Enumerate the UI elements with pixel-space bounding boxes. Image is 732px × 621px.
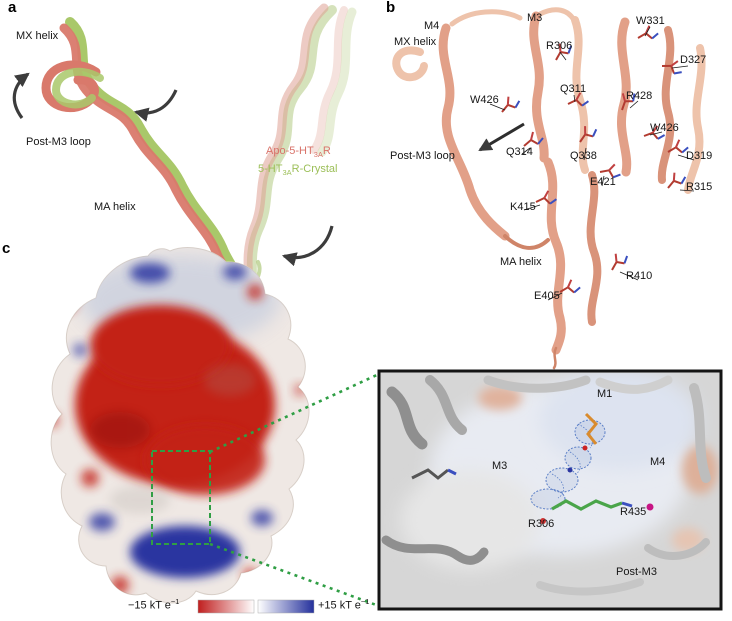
- label-post-m3-loop-b: Post-M3 loop: [390, 150, 455, 162]
- ligand-orange-sticks: [584, 412, 599, 445]
- inset-dark-sticks: [411, 468, 449, 480]
- label-w426-right: W426: [650, 122, 679, 134]
- r435-marker-dot: [646, 503, 654, 511]
- inset-dark-sticks-tip: [447, 468, 457, 476]
- r306-green-sticks: [551, 499, 623, 511]
- legend-5ht3ar-crystal: 5-HT3AR-Crystal: [258, 163, 338, 178]
- zoom-connector-lines: [209, 372, 380, 608]
- label-post-m3-loop-a: Post-M3 loop: [26, 136, 91, 148]
- panel-a-structure: [41, 3, 357, 318]
- label-mx-helix-a: MX helix: [16, 30, 59, 42]
- label-q311: Q311: [560, 83, 587, 95]
- label-d327: D327: [680, 54, 707, 66]
- panel-c-letter: c: [2, 240, 11, 257]
- label-r435-inset: R435: [620, 506, 647, 518]
- label-r306-b: R306: [546, 40, 573, 52]
- label-m3-inset: M3: [492, 460, 508, 472]
- ligand-oxygen-atom: [582, 445, 588, 451]
- label-k415: K415: [510, 201, 536, 213]
- label-e405: E405: [534, 290, 560, 302]
- panel-b-letter: b: [386, 0, 396, 16]
- label-m3: M3: [527, 12, 543, 24]
- label-r315: R315: [686, 181, 713, 193]
- label-q338: Q338: [570, 150, 597, 162]
- panel-b-structure: [392, 7, 706, 370]
- r306-marker-dot: [540, 518, 546, 524]
- label-post-m3-inset: Post-M3: [616, 566, 657, 578]
- ligand-nitrogen-atom: [567, 467, 573, 473]
- electrostatic-scale-bar: [197, 599, 315, 614]
- zoom-region-box: [151, 450, 211, 545]
- panel-a-letter: a: [8, 0, 17, 16]
- panel-b-post-m3-arrow: [478, 122, 525, 152]
- label-r306-inset: R306: [528, 518, 555, 530]
- inset-panel: [377, 369, 723, 611]
- label-r410: R410: [626, 270, 653, 282]
- label-e421: E421: [590, 176, 616, 188]
- label-w426-left: W426: [470, 94, 499, 106]
- arrow-post-m3: [133, 89, 178, 122]
- label-w331: W331: [636, 15, 665, 27]
- green-sticks-blue-tip: [621, 501, 633, 508]
- label-q314: Q314: [506, 146, 533, 158]
- label-r428: R428: [626, 90, 653, 102]
- arrow-mx-left: [12, 72, 30, 119]
- scale-label-negative: −15 kT e−1: [128, 597, 180, 612]
- label-mx-helix-b: MX helix: [394, 36, 437, 48]
- inset-helices: [381, 375, 711, 596]
- label-ma-helix-a: MA helix: [94, 201, 136, 213]
- arrow-ma-bottom: [281, 225, 334, 267]
- scale-bar-positive: [257, 599, 315, 614]
- label-m4: M4: [424, 20, 440, 32]
- legend-apo-5ht3ar: Apo-5-HT3AR: [266, 145, 331, 160]
- panel-b-leader-lines: [489, 26, 695, 301]
- label-m1-inset: M1: [597, 388, 613, 400]
- label-m4-inset: M4: [650, 456, 666, 468]
- label-ma-helix-b: MA helix: [500, 256, 542, 268]
- panel-a-motion-arrows: [12, 72, 334, 267]
- panel-c-surface: [50, 247, 310, 604]
- scale-label-positive: +15 kT e−1: [318, 597, 370, 612]
- label-d319: D319: [686, 150, 713, 162]
- scale-bar-negative: [197, 599, 255, 614]
